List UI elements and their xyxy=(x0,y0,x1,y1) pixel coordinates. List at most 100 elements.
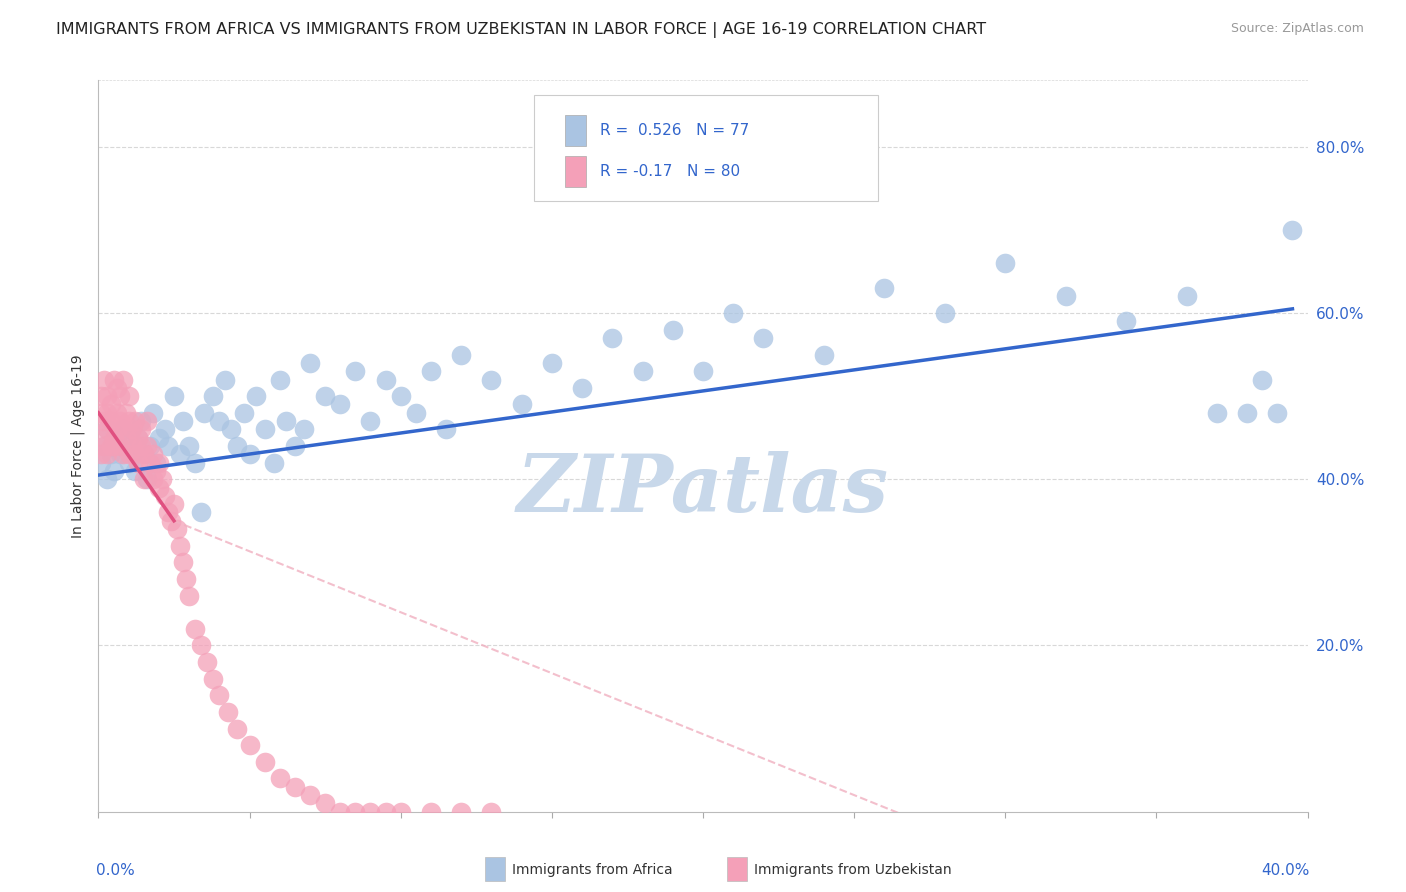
Point xyxy=(118,414,141,428)
Point xyxy=(163,389,186,403)
Point xyxy=(121,447,143,461)
Point xyxy=(602,331,624,345)
Point xyxy=(124,464,146,478)
Point xyxy=(93,439,115,453)
Point xyxy=(172,555,194,569)
Point xyxy=(263,456,285,470)
Point xyxy=(111,372,134,386)
Point xyxy=(105,431,128,445)
Point xyxy=(156,506,179,520)
Point xyxy=(127,456,149,470)
Point xyxy=(108,447,131,461)
Point xyxy=(481,372,503,386)
Point xyxy=(132,447,155,461)
Text: ZIPatlas: ZIPatlas xyxy=(517,451,889,529)
Point xyxy=(90,406,112,420)
Point xyxy=(232,406,254,420)
Point xyxy=(169,539,191,553)
Point xyxy=(329,397,352,411)
Point xyxy=(118,456,141,470)
Point xyxy=(389,389,412,403)
Point xyxy=(405,406,427,420)
Point xyxy=(723,306,745,320)
FancyBboxPatch shape xyxy=(727,857,747,881)
Point xyxy=(221,422,243,436)
Point xyxy=(190,639,212,653)
Y-axis label: In Labor Force | Age 16-19: In Labor Force | Age 16-19 xyxy=(70,354,86,538)
Point xyxy=(127,431,149,445)
Point xyxy=(420,805,443,819)
Point xyxy=(156,439,179,453)
Point xyxy=(873,281,896,295)
Point xyxy=(450,347,472,362)
Point xyxy=(90,389,112,403)
Point xyxy=(692,364,714,378)
Point xyxy=(299,788,322,802)
FancyBboxPatch shape xyxy=(485,857,505,881)
FancyBboxPatch shape xyxy=(565,156,586,187)
Point xyxy=(1267,406,1289,420)
Point xyxy=(1236,406,1258,420)
Point xyxy=(114,406,136,420)
Point xyxy=(150,472,173,486)
Point xyxy=(169,447,191,461)
Point xyxy=(118,447,141,461)
Point xyxy=(631,364,654,378)
Point xyxy=(100,397,122,411)
Point xyxy=(135,439,157,453)
Point xyxy=(142,472,165,486)
Point xyxy=(153,489,176,503)
Point xyxy=(217,705,239,719)
Point xyxy=(90,456,112,470)
Point xyxy=(129,439,152,453)
Point xyxy=(111,447,134,461)
Point xyxy=(934,306,956,320)
Point xyxy=(274,414,297,428)
Point xyxy=(193,406,215,420)
Point xyxy=(132,472,155,486)
Point xyxy=(253,422,276,436)
Text: 40.0%: 40.0% xyxy=(1261,863,1310,878)
Point xyxy=(752,331,775,345)
Point xyxy=(239,738,262,752)
Point xyxy=(124,447,146,461)
Point xyxy=(114,439,136,453)
Point xyxy=(202,672,225,686)
Point xyxy=(1115,314,1137,328)
Point xyxy=(1281,223,1303,237)
Point xyxy=(434,422,457,436)
Point xyxy=(226,722,249,736)
Point xyxy=(103,431,125,445)
Point xyxy=(96,422,118,436)
Point xyxy=(571,381,593,395)
Point xyxy=(124,414,146,428)
Point xyxy=(179,439,201,453)
Point xyxy=(360,414,382,428)
Point xyxy=(105,381,128,395)
Point xyxy=(208,414,231,428)
Point xyxy=(314,797,336,811)
Point xyxy=(360,805,382,819)
Point xyxy=(450,805,472,819)
Point xyxy=(100,447,122,461)
Point xyxy=(253,755,276,769)
Point xyxy=(96,472,118,486)
Point xyxy=(121,422,143,436)
Point xyxy=(239,447,262,461)
Point xyxy=(813,347,835,362)
Point xyxy=(93,439,115,453)
FancyBboxPatch shape xyxy=(534,95,879,201)
Point xyxy=(103,372,125,386)
Point xyxy=(96,406,118,420)
Point xyxy=(148,431,170,445)
Point xyxy=(153,422,176,436)
Point xyxy=(994,256,1017,270)
Point xyxy=(108,439,131,453)
Point xyxy=(105,406,128,420)
Point xyxy=(145,456,167,470)
Point xyxy=(96,447,118,461)
Point xyxy=(103,439,125,453)
Point xyxy=(374,805,396,819)
Point xyxy=(135,472,157,486)
Point xyxy=(148,481,170,495)
